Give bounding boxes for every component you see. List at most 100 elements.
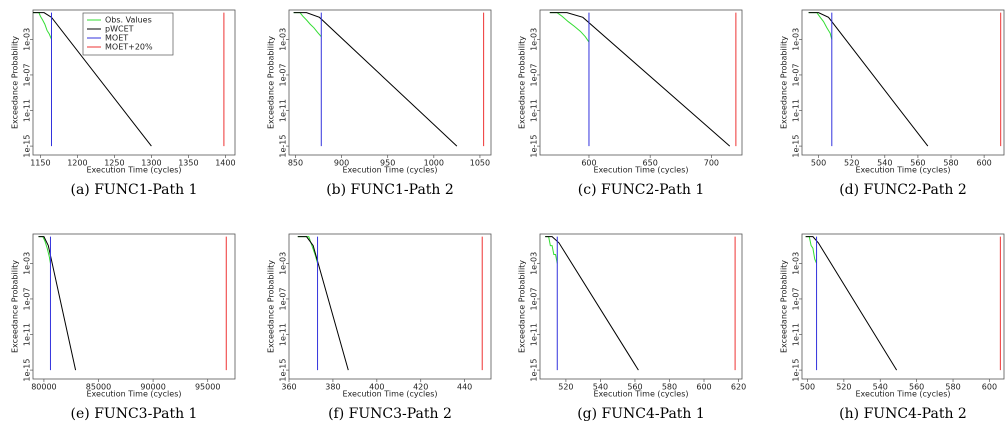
x-tick-label: 80000: [31, 383, 56, 392]
x-axis-label: Execution Time (cycles): [593, 390, 688, 399]
x-tick-label: 600: [581, 159, 596, 168]
x-tick-label: 520: [558, 383, 573, 392]
y-tick-label: 1e-11: [23, 323, 32, 346]
x-tick-label: 540: [873, 383, 888, 392]
series-line: [545, 236, 639, 371]
series-line: [805, 236, 818, 264]
x-tick-label: 560: [909, 383, 924, 392]
series-line: [293, 12, 322, 38]
series-line: [805, 236, 898, 371]
x-tick-label: 400: [369, 383, 384, 392]
series-line: [38, 236, 51, 264]
y-tick-label: 1e-11: [530, 323, 539, 346]
series-line: [808, 12, 929, 147]
x-tick-label: 380: [325, 383, 340, 392]
legend-label: MOET+20%: [105, 43, 153, 52]
y-tick-label: 1e-03: [792, 252, 801, 275]
caption: (f) FUNC3-Path 2: [328, 406, 452, 422]
caption: (e) FUNC3-Path 1: [71, 406, 198, 422]
x-tick-label: 1250: [104, 159, 124, 168]
series-line: [808, 12, 833, 40]
x-tick-label: 560: [627, 383, 642, 392]
y-tick-label: 1e-03: [279, 28, 288, 51]
x-tick-label: 420: [413, 383, 428, 392]
y-tick-label: 1e-11: [792, 99, 801, 122]
x-tick-label: 600: [976, 159, 991, 168]
x-axis-label: Execution Time (cycles): [342, 166, 437, 175]
y-tick-label: 1e-07: [23, 63, 32, 86]
x-tick-label: 440: [457, 383, 472, 392]
x-tick-label: 650: [643, 159, 658, 168]
x-tick-label: 500: [800, 383, 815, 392]
y-tick-label: 1e-15: [279, 359, 288, 382]
plot-frame: [288, 233, 492, 380]
y-tick-label: 1e-07: [279, 287, 288, 310]
y-tick-label: 1e-07: [792, 63, 801, 86]
x-axis-label: Execution Time (cycles): [342, 390, 437, 399]
x-tick-label: 1050: [470, 159, 490, 168]
x-tick-label: 620: [731, 383, 746, 392]
series-line: [33, 12, 152, 147]
series-line: [297, 236, 349, 371]
x-tick-label: 95000: [195, 383, 220, 392]
y-tick-label: 1e-15: [530, 359, 539, 382]
caption: (c) FUNC2-Path 1: [578, 182, 704, 198]
x-axis-label: Execution Time (cycles): [855, 390, 950, 399]
x-axis-label: Execution Time (cycles): [593, 166, 688, 175]
y-tick-label: 1e-07: [279, 63, 288, 86]
x-tick-label: 520: [836, 383, 851, 392]
y-axis-label: Exceedance Probability: [11, 36, 20, 129]
y-tick-label: 1e-07: [792, 287, 801, 310]
series-line: [38, 236, 77, 371]
y-axis-label: Exceedance Probability: [267, 36, 276, 129]
plot-frame: [539, 9, 743, 156]
y-tick-label: 1e-15: [792, 135, 801, 158]
x-tick-label: 1400: [215, 159, 235, 168]
x-tick-label: 1000: [424, 159, 444, 168]
plot-frame: [801, 233, 1005, 380]
y-tick-label: 1e-03: [530, 252, 539, 275]
y-tick-label: 1e-11: [792, 323, 801, 346]
x-tick-label: 580: [945, 383, 960, 392]
x-tick-label: 520: [844, 159, 859, 168]
x-tick-label: 580: [943, 159, 958, 168]
x-axis-label: Execution Time (cycles): [86, 390, 181, 399]
y-tick-label: 1e-11: [279, 323, 288, 346]
y-tick-label: 1e-03: [530, 28, 539, 51]
series-line: [293, 12, 458, 147]
legend-label: MOET: [105, 34, 128, 43]
y-tick-label: 1e-15: [279, 135, 288, 158]
y-axis-label: Exceedance Probability: [518, 36, 527, 129]
x-tick-label: 540: [593, 383, 608, 392]
y-tick-label: 1e-07: [530, 287, 539, 310]
y-axis-label: Exceedance Probability: [518, 260, 527, 353]
y-tick-label: 1e-03: [279, 252, 288, 275]
y-tick-label: 1e-15: [792, 359, 801, 382]
plot-frame: [288, 9, 492, 156]
y-tick-label: 1e-03: [23, 252, 32, 275]
y-tick-label: 1e-11: [530, 99, 539, 122]
caption: (h) FUNC4-Path 2: [839, 406, 967, 422]
y-tick-label: 1e-15: [23, 359, 32, 382]
x-axis-label: Execution Time (cycles): [86, 166, 181, 175]
legend-label: Obs. Values: [105, 16, 152, 25]
y-tick-label: 1e-07: [23, 287, 32, 310]
x-tick-label: 1350: [178, 159, 198, 168]
plot-frame: [801, 9, 1005, 156]
x-tick-label: 850: [288, 159, 303, 168]
plot-frame: [539, 233, 743, 380]
x-tick-label: 580: [662, 383, 677, 392]
x-tick-label: 1300: [141, 159, 161, 168]
x-tick-label: 900: [334, 159, 349, 168]
x-axis-label: Execution Time (cycles): [855, 166, 950, 175]
x-tick-label: 90000: [140, 383, 165, 392]
y-axis-label: Exceedance Probability: [780, 36, 789, 129]
x-tick-label: 1200: [67, 159, 87, 168]
caption: (a) FUNC1-Path 1: [71, 182, 198, 198]
series-line: [33, 12, 52, 40]
caption: (b) FUNC1-Path 2: [326, 182, 454, 198]
y-axis-label: Exceedance Probability: [11, 260, 20, 353]
y-axis-label: Exceedance Probability: [267, 260, 276, 353]
x-tick-label: 700: [704, 159, 719, 168]
